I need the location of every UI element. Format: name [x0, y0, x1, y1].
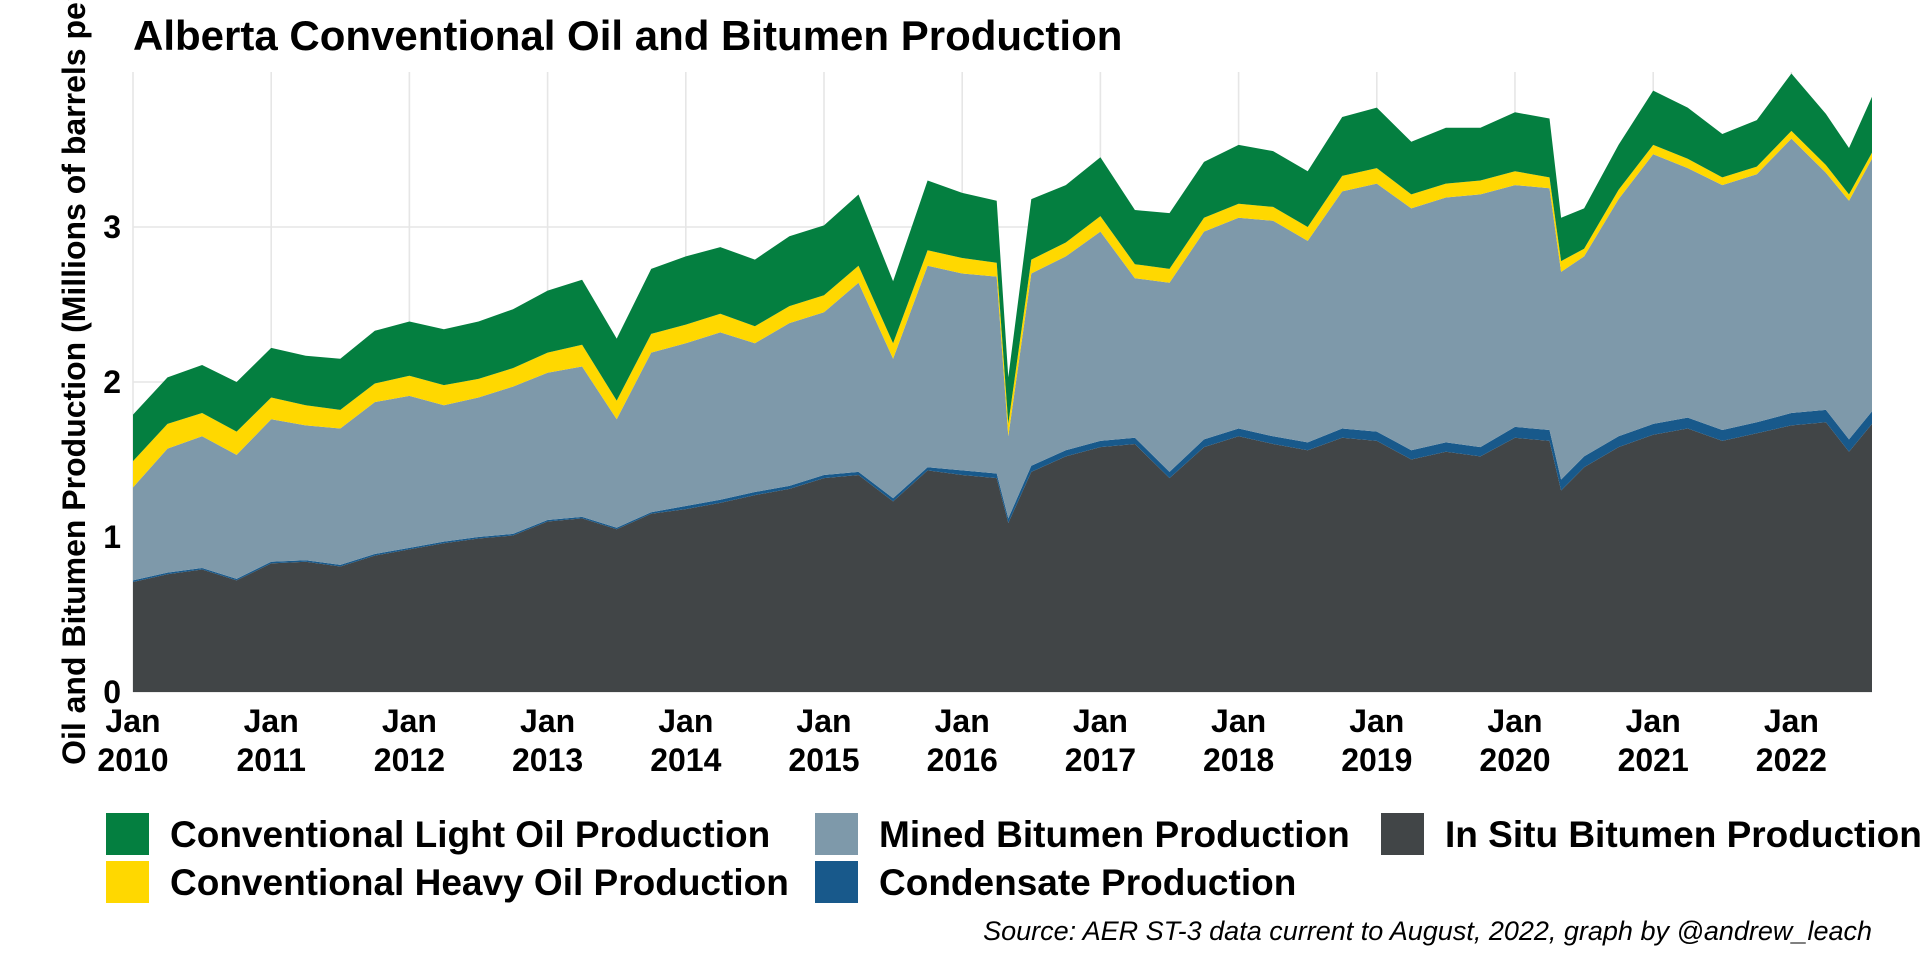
- x-tick-labels: Jan 2010 Jan 2011 Jan 2012 Jan 2013 Jan 2014 Jan 20…: [97, 703, 1827, 778]
- y-tick-label: 0: [103, 674, 121, 710]
- x-tick-label: Jan 2020: [1479, 703, 1550, 778]
- x-tick-label: Jan 2017: [1065, 703, 1136, 778]
- x-tick-label: Jan 2016: [927, 703, 998, 778]
- legend-swatch: [815, 861, 858, 903]
- legend-item: In Situ Bitumen Production: [1381, 813, 1920, 855]
- y-tick-label: 3: [103, 209, 121, 245]
- x-tick-label: Jan 2014: [650, 703, 721, 778]
- legend-label: Conventional Light Oil Production: [170, 814, 770, 855]
- legend-label: Conventional Heavy Oil Production: [170, 862, 789, 903]
- x-tick-label: Jan 2010: [97, 703, 168, 778]
- area-series-group: [133, 73, 1872, 692]
- legend-item: Conventional Light Oil Production: [106, 813, 770, 855]
- legend-swatch: [106, 813, 149, 855]
- y-tick-label: 1: [103, 519, 121, 555]
- x-tick-label: Jan 2013: [512, 703, 583, 778]
- legend-item: Conventional Heavy Oil Production: [106, 861, 789, 903]
- chart-caption: Source: AER ST-3 data current to August,…: [983, 916, 1872, 946]
- legend-swatch: [815, 813, 858, 855]
- x-tick-label: Jan 2011: [236, 703, 305, 778]
- chart-title: Alberta Conventional Oil and Bitumen Pro…: [133, 12, 1122, 59]
- x-tick-label: Jan 2012: [374, 703, 445, 778]
- area-conventional-light-oil-production: [133, 73, 1872, 462]
- legend-swatch: [1381, 813, 1424, 855]
- x-tick-label: Jan 2022: [1756, 703, 1827, 778]
- y-axis-label-text: Oil and Bitumen Production (Millions of …: [56, 0, 92, 765]
- y-tick-label: 2: [103, 364, 121, 400]
- x-tick-label: Jan 2015: [788, 703, 859, 778]
- legend-label: Condensate Production: [879, 862, 1296, 903]
- y-tick-labels: 0 1 2 3: [103, 209, 121, 710]
- legend: Conventional Light Oil Production Convent…: [106, 813, 1920, 903]
- legend-label: In Situ Bitumen Production: [1445, 814, 1920, 855]
- area-mined-bitumen-production: [133, 138, 1872, 581]
- area-in-situ-bitumen-production: [133, 422, 1872, 692]
- area-conventional-heavy-oil-production: [133, 130, 1872, 488]
- legend-item: Mined Bitumen Production: [815, 813, 1350, 855]
- x-tick-label: Jan 2018: [1203, 703, 1274, 778]
- legend-item: Condensate Production: [815, 861, 1296, 903]
- legend-swatch: [106, 861, 149, 903]
- legend-label: Mined Bitumen Production: [879, 814, 1350, 855]
- x-tick-label: Jan 2019: [1341, 703, 1412, 778]
- y-axis-label: Oil and Bitumen Production (Millions of …: [56, 0, 92, 765]
- x-tick-label: Jan 2021: [1618, 703, 1689, 778]
